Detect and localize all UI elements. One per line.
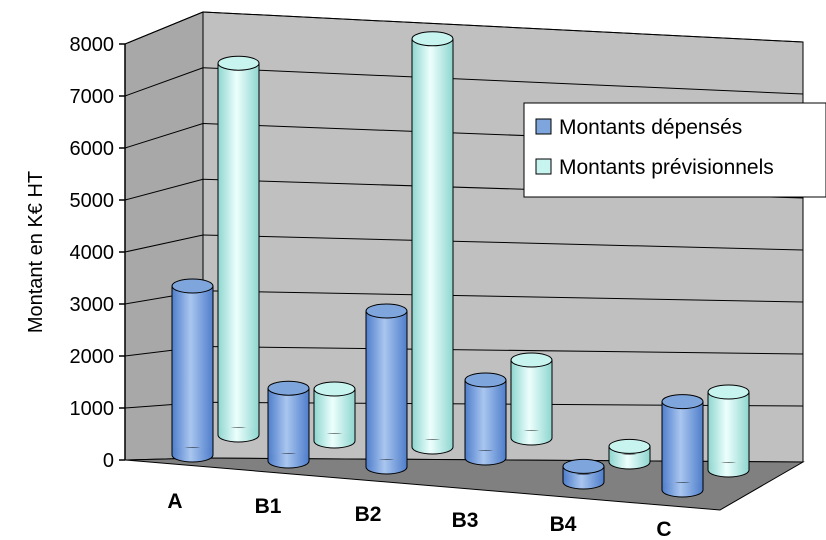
gridline-back	[202, 67, 804, 95]
y-tick-label: 0	[103, 450, 114, 472]
bar-top	[217, 55, 260, 71]
bar-base-fill	[268, 454, 309, 461]
bar-body	[267, 387, 310, 462]
gridline-side	[124, 178, 204, 201]
gridline-side	[124, 11, 204, 45]
gridline-back	[202, 346, 804, 355]
y-tick-label: 3000	[70, 294, 115, 316]
x-axis-labels: A B1 B2 B3 B4 C	[167, 490, 671, 540]
gridline-back	[202, 234, 804, 251]
bar-top	[562, 458, 605, 474]
bar-base-fill	[609, 455, 650, 462]
bar-body	[707, 391, 750, 471]
bar-top	[267, 380, 310, 396]
legend-swatch-spent	[535, 118, 552, 135]
bar-top	[365, 303, 408, 319]
bar-planned	[217, 55, 260, 443]
x-tick-label: C	[656, 518, 671, 540]
bar-base-fill	[366, 460, 407, 467]
legend-label-spent: Montants dépensés	[559, 116, 742, 139]
bar-spent	[267, 380, 310, 469]
bar-spent	[365, 303, 408, 475]
y-tick-label: 8000	[70, 34, 115, 56]
y-tick-label: 4000	[70, 242, 115, 264]
gridline-side	[124, 234, 204, 253]
bar-body	[171, 285, 214, 456]
bar-top	[707, 384, 750, 400]
y-tick-label: 5000	[70, 190, 115, 212]
gridline-side	[124, 123, 204, 149]
gridline-back	[202, 11, 804, 43]
bar-base-fill	[172, 448, 213, 455]
bar-spent	[562, 458, 605, 490]
bar-base-fill	[563, 475, 604, 482]
bar-body	[313, 388, 356, 442]
gridline-back	[202, 290, 804, 303]
legend-swatch-planned	[535, 158, 552, 175]
y-axis-label: Montant en K€ HT	[25, 171, 47, 333]
bar-body	[217, 62, 260, 436]
y-tick-label: 2000	[70, 346, 115, 368]
bar-body	[464, 379, 507, 459]
bar-base-fill	[708, 463, 749, 470]
y-tick-label: 6000	[70, 138, 115, 160]
bar-top	[171, 278, 214, 294]
bar-body	[365, 310, 408, 468]
bar-planned	[411, 31, 454, 455]
x-tick-label: B4	[550, 513, 577, 536]
bar-base-fill	[314, 434, 355, 441]
y-axis-ticks: 0 1000 2000 3000 4000 5000 6000 7000 8000	[70, 34, 125, 472]
legend: Montants dépensés Montants prévisionnels	[523, 102, 826, 198]
bar-base-fill	[218, 428, 259, 435]
bar-top	[661, 394, 704, 410]
bar-body	[661, 401, 704, 491]
bar-top	[510, 352, 553, 368]
bar-top	[608, 438, 651, 454]
y-tick-label: 7000	[70, 86, 115, 108]
bars-group	[171, 31, 750, 498]
bar-base-fill	[511, 431, 552, 438]
y-tick-label: 1000	[70, 398, 115, 420]
x-tick-label: A	[167, 490, 182, 513]
bar-base-fill	[662, 483, 703, 490]
bar-planned	[707, 384, 750, 478]
bar-spent	[661, 394, 704, 498]
bar-spent	[171, 278, 214, 463]
legend-label-planned: Montants prévisionnels	[559, 156, 774, 179]
bar-top	[464, 372, 507, 388]
x-tick-label: B3	[452, 509, 479, 532]
bar-spent	[464, 372, 507, 466]
gridline-side	[124, 67, 204, 97]
bar-planned	[608, 438, 651, 470]
x-tick-label: B2	[355, 503, 382, 526]
x-tick-label: B1	[255, 495, 282, 518]
bar-base-fill	[465, 451, 506, 458]
bar-planned	[510, 352, 553, 446]
bar-planned	[313, 381, 356, 449]
bar-base-fill	[412, 440, 453, 447]
bar-top	[313, 381, 356, 397]
bar-body	[510, 359, 553, 439]
bar-body	[411, 38, 454, 448]
bar-top	[411, 31, 454, 47]
